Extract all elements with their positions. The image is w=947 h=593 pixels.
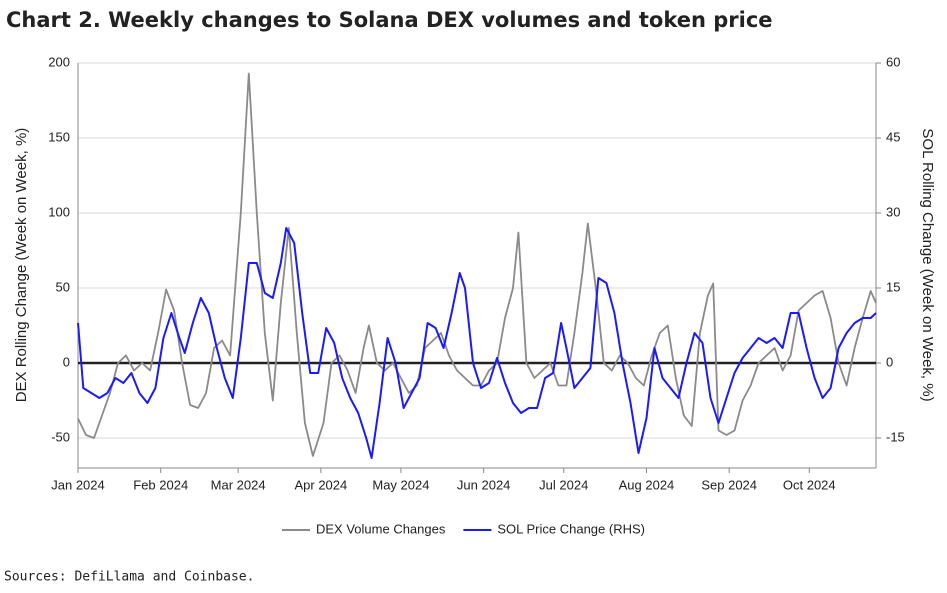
x-tick-label: Aug 2024 bbox=[619, 477, 675, 492]
x-tick-label: Feb 2024 bbox=[133, 477, 188, 492]
y-axis-label: DEX Rolling Change (Week on Week, %) bbox=[13, 128, 30, 403]
y2-axis-label: SOL Rolling Change (Week on Week, %) bbox=[919, 128, 936, 401]
y2-tick-label: 30 bbox=[886, 204, 900, 219]
y2-tick-label: -15 bbox=[886, 429, 905, 444]
x-tick-label: Jan 2024 bbox=[51, 477, 105, 492]
x-tick-label: Sep 2024 bbox=[701, 477, 757, 492]
y-tick-label: 0 bbox=[63, 354, 70, 369]
y-tick-label: 100 bbox=[48, 204, 70, 219]
y2-tick-label: 45 bbox=[886, 129, 900, 144]
y-tick-label: 50 bbox=[56, 279, 70, 294]
chart-title: Chart 2. Weekly changes to Solana DEX vo… bbox=[6, 8, 773, 32]
x-tick-label: Jun 2024 bbox=[457, 477, 511, 492]
y2-tick-label: 15 bbox=[886, 279, 900, 294]
x-tick-label: Oct 2024 bbox=[783, 477, 836, 492]
data-line bbox=[77, 227, 877, 459]
x-tick-label: Mar 2024 bbox=[211, 477, 266, 492]
legend-label: DEX Volume Changes bbox=[316, 521, 446, 536]
y2-tick-label: 60 bbox=[886, 54, 900, 69]
y2-tick-label: 0 bbox=[886, 354, 893, 369]
x-tick-label: Jul 2024 bbox=[539, 477, 588, 492]
x-tick-label: May 2024 bbox=[372, 477, 429, 492]
data-line bbox=[77, 72, 877, 457]
y-tick-label: 150 bbox=[48, 129, 70, 144]
y-tick-label: 200 bbox=[48, 54, 70, 69]
x-tick-label: Apr 2024 bbox=[294, 477, 347, 492]
legend-label: SOL Price Change (RHS) bbox=[497, 521, 645, 536]
source-note: Sources: DefiLlama and Coinbase. bbox=[4, 570, 254, 585]
y-tick-label: -50 bbox=[51, 429, 70, 444]
